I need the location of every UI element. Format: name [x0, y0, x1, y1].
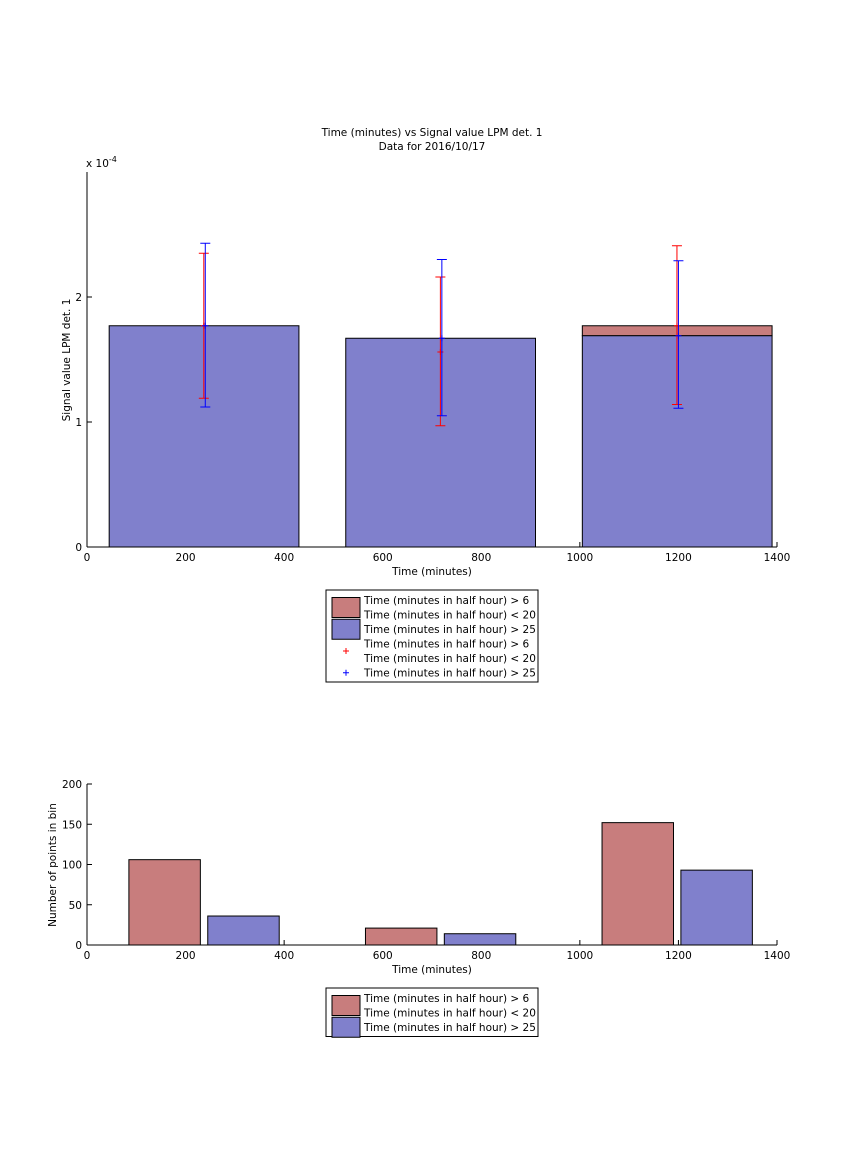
chart1-point: [675, 332, 682, 339]
chart2-y-tick-label: 0: [75, 940, 82, 952]
chart1-x-tick-label: 800: [471, 552, 491, 564]
chart1-legend-box: [325, 589, 539, 683]
chart2-ylabel: Number of points in bin: [47, 803, 59, 927]
chart1-point: [202, 322, 209, 329]
chart1-x-tick-label: 0: [84, 552, 91, 564]
chart2-plot: 0 200 400 600 800 1000 1200 1400 0 50 100 150 200: [62, 779, 790, 962]
chart1-legend-swatch: [331, 618, 361, 640]
chart2-legend-swatch: [331, 1016, 361, 1038]
chart1-y-exponent: x 10-4: [86, 155, 117, 170]
chart1-subtitle: Data for 2016/10/17: [379, 141, 486, 153]
chart1-legend-label: Time (minutes in half hour) > 25: [363, 668, 536, 680]
chart1-x-tick-label: 400: [274, 552, 294, 564]
chart1-plot: 0 200 400 600 800 1000 1200 1400 0 1 2: [75, 172, 790, 564]
chart2-legend-label: Time (minutes in half hour) > 25: [363, 1022, 536, 1034]
chart2-bar: [207, 915, 280, 946]
chart1-x-tick-label: 200: [176, 552, 196, 564]
chart1-y-exponent-power: -4: [109, 155, 117, 164]
chart2-bar: [443, 933, 517, 946]
chart1-y-tick-label: 1: [75, 417, 82, 429]
chart2-legend-label: Time (minutes in half hour) < 20: [363, 1008, 536, 1020]
chart2-legend-box: [325, 987, 539, 1037]
chart1-legend-label: Time (minutes in half hour) > 25: [363, 624, 536, 636]
chart2-y-tick-label: 100: [62, 860, 82, 872]
chart1-legend-swatch: [331, 597, 361, 618]
chart2-y-tick-label: 200: [62, 779, 82, 791]
chart2-x-tick-label: 600: [373, 950, 393, 962]
chart2-x-tick-label: 0: [84, 950, 91, 962]
chart2-bar: [364, 927, 438, 946]
chart2-bar: [680, 869, 753, 946]
chart1-y-tick-label: 0: [75, 542, 82, 554]
chart2-xlabel: Time (minutes): [391, 964, 472, 976]
chart1-xlabel: Time (minutes): [391, 566, 472, 578]
chart1-y-exponent-base: x 10: [86, 158, 109, 170]
chart1-point: [437, 349, 444, 355]
chart1-x-tick-label: 1400: [764, 552, 791, 564]
chart2-bar: [601, 822, 674, 946]
chart2-y-tick-label: 50: [69, 900, 82, 912]
chart1-legend-label: Time (minutes in half hour) < 20: [363, 610, 536, 622]
chart1-y-tick-label: 2: [75, 292, 82, 304]
chart1-legend-label: Time (minutes in half hour) > 6: [363, 639, 530, 651]
chart2-x-tick-label: 800: [471, 950, 491, 962]
chart1-legend-label: Time (minutes in half hour) > 6: [363, 595, 530, 607]
chart2-legend: Time (minutes in half hour) > 6 Time (min…: [325, 987, 539, 1038]
chart1-legend-marker: [343, 648, 349, 654]
chart1-legend-marker: [343, 669, 349, 676]
chart1-title: Time (minutes) vs Signal value LPM det. …: [321, 127, 543, 139]
chart2-x-tick-label: 400: [274, 950, 294, 962]
chart2-x-tick-label: 1000: [566, 950, 593, 962]
chart2-x-tick-label: 1200: [665, 950, 692, 962]
chart2-bar: [128, 859, 201, 946]
chart1-ylabel: Signal value LPM det. 1: [61, 299, 73, 422]
chart2-x-tick-label: 200: [176, 950, 196, 962]
chart1-point: [438, 335, 445, 342]
chart2-legend-swatch: [331, 995, 361, 1016]
chart2-y-tick-label: 150: [62, 819, 82, 831]
chart1-x-tick-label: 1000: [566, 552, 593, 564]
chart1-x-tick-label: 1200: [665, 552, 692, 564]
chart1-point: [673, 322, 680, 329]
chart1-legend: Time (minutes in half hour) > 6 Time (min…: [325, 589, 539, 683]
chart2-legend-label: Time (minutes in half hour) > 6: [363, 993, 530, 1005]
chart2-x-tick-label: 1400: [764, 950, 791, 962]
chart1-legend-label: Time (minutes in half hour) < 20: [363, 653, 536, 665]
chart1-x-tick-label: 600: [373, 552, 393, 564]
